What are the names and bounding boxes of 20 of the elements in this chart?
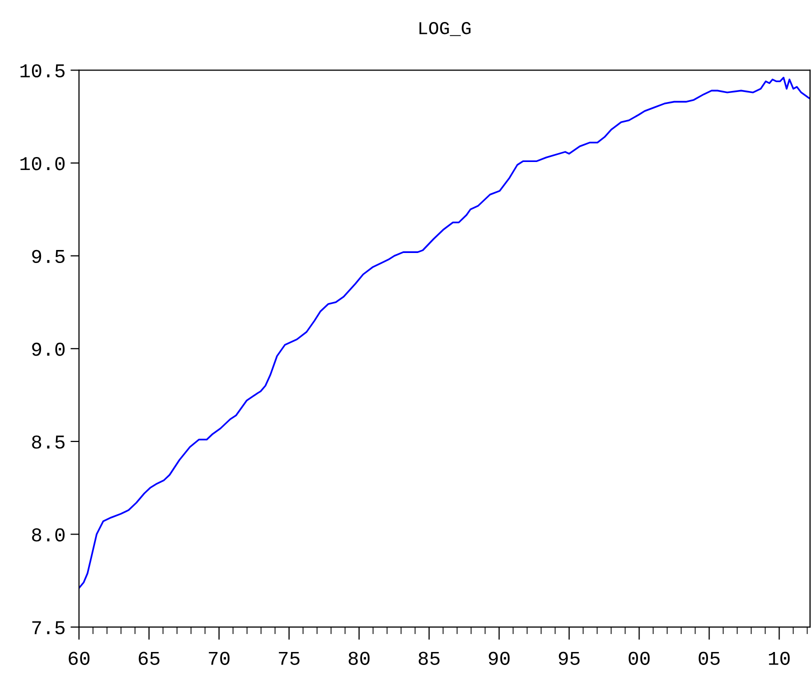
x-tick-label: 90 [488, 652, 510, 665]
y-tick-label: 8.5 [32, 435, 65, 449]
x-tick-label: 85 [418, 652, 440, 665]
y-tick-label: 10.0 [20, 157, 65, 170]
chart-title: LOG_G [420, 22, 470, 36]
x-tick-label: 60 [68, 652, 90, 665]
x-tick-label: 10 [768, 652, 790, 665]
line-series [78, 76, 810, 589]
y-tick-label: 8.0 [32, 528, 65, 542]
x-tick-label: 70 [208, 652, 230, 665]
x-tick-label: 05 [698, 652, 720, 665]
x-tick-label: 80 [348, 652, 370, 665]
x-tick-label: 00 [628, 652, 650, 665]
y-tick-label: 10.5 [20, 64, 65, 78]
x-tick-label: 65 [138, 652, 160, 665]
y-tick-label: 9.5 [32, 250, 65, 264]
y-tick-label: 7.5 [32, 621, 65, 634]
y-tick-label: 9.0 [32, 342, 65, 356]
x-tick-label: 75 [278, 652, 300, 665]
x-tick-label: 95 [558, 652, 580, 665]
